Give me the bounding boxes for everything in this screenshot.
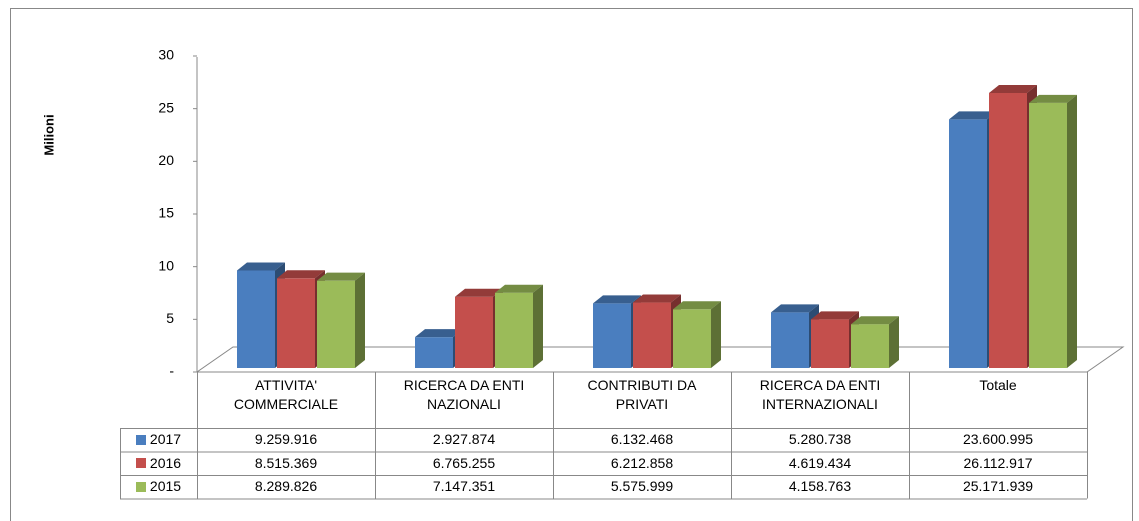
bar bbox=[237, 262, 285, 368]
legend-cell: 2015 bbox=[120, 475, 197, 499]
bar-front bbox=[851, 324, 889, 368]
bar-side bbox=[889, 316, 899, 368]
table-value: 6.212.858 bbox=[610, 454, 674, 471]
bar-side bbox=[1067, 94, 1077, 368]
bar-top bbox=[455, 288, 503, 297]
bar-front bbox=[277, 278, 315, 368]
legend-cell: 2016 bbox=[120, 452, 197, 476]
legend-swatch bbox=[135, 434, 146, 445]
bar-front bbox=[771, 312, 809, 368]
legend-swatch bbox=[135, 458, 146, 469]
bar-side bbox=[533, 284, 543, 368]
table-value: 8.289.826 bbox=[254, 478, 318, 495]
bar-top bbox=[495, 284, 543, 293]
bar-top bbox=[633, 294, 681, 303]
table-value: 6.132.468 bbox=[610, 431, 674, 448]
bar-front bbox=[317, 280, 355, 368]
bar-side bbox=[711, 301, 721, 368]
bar-front bbox=[455, 296, 493, 368]
table-value: 8.515.369 bbox=[254, 454, 318, 471]
bar-front bbox=[593, 303, 631, 368]
table-value: 23.600.995 bbox=[962, 431, 1034, 448]
y-tick-label: 10 bbox=[158, 257, 174, 273]
bar-side bbox=[355, 272, 365, 368]
legend-label: 2017 bbox=[149, 431, 182, 448]
table-value: 9.259.916 bbox=[254, 431, 318, 448]
bar-front bbox=[673, 309, 711, 368]
bar-top bbox=[593, 295, 641, 304]
bar-front bbox=[495, 292, 533, 368]
table-value: 5.280.738 bbox=[788, 431, 852, 448]
bar-front bbox=[949, 119, 987, 368]
bar-top bbox=[1029, 94, 1077, 103]
table-header: Totale bbox=[979, 377, 1017, 393]
bar bbox=[673, 301, 721, 368]
bar-top bbox=[989, 84, 1037, 93]
bar-front bbox=[811, 319, 849, 368]
bar-top bbox=[277, 270, 325, 279]
bar-top bbox=[851, 316, 899, 325]
table-value: 4.158.763 bbox=[788, 478, 852, 495]
bar-top bbox=[237, 262, 285, 271]
legend-swatch bbox=[135, 481, 146, 492]
legend-cell: 2017 bbox=[120, 428, 197, 452]
y-tick-label: 25 bbox=[158, 99, 174, 115]
table-value: 26.112.917 bbox=[963, 454, 1033, 471]
bar-front bbox=[415, 337, 453, 368]
bar bbox=[317, 272, 365, 368]
table-header: CONTRIBUTI DA PRIVATI bbox=[587, 377, 697, 412]
chart-border bbox=[10, 8, 1133, 521]
bar-top bbox=[771, 304, 819, 313]
bar-top bbox=[415, 329, 463, 338]
bar-top bbox=[673, 301, 721, 310]
table-value: 2.927.874 bbox=[432, 431, 496, 448]
table-value: 4.619.434 bbox=[788, 454, 852, 471]
y-tick-label: 20 bbox=[158, 152, 174, 168]
bar-top bbox=[949, 111, 997, 120]
bar-top bbox=[811, 311, 859, 320]
table-header: RICERCA DA ENTI NAZIONALI bbox=[403, 377, 525, 412]
table-header: ATTIVITA' COMMERCIALE bbox=[233, 377, 339, 412]
y-tick-label: 5 bbox=[166, 310, 174, 326]
table-value: 25.171.939 bbox=[962, 478, 1034, 495]
y-axis-label: Milioni bbox=[41, 114, 56, 155]
bar-front bbox=[237, 270, 275, 368]
bar-front bbox=[633, 302, 671, 368]
table-header: RICERCA DA ENTI INTERNAZIONALI bbox=[759, 377, 881, 412]
bar-front bbox=[1029, 102, 1067, 368]
table-value: 5.575.999 bbox=[610, 478, 674, 495]
table-value: 6.765.255 bbox=[432, 454, 496, 471]
bar-front bbox=[989, 92, 1027, 368]
table-value: 7.147.351 bbox=[432, 478, 496, 495]
y-tick-label: 15 bbox=[158, 205, 174, 221]
legend-label: 2016 bbox=[149, 454, 182, 471]
legend-label: 2015 bbox=[149, 478, 182, 495]
bar bbox=[1029, 94, 1077, 368]
y-tick-label: 30 bbox=[158, 47, 174, 63]
bar bbox=[495, 284, 543, 368]
bar-top bbox=[317, 272, 365, 281]
y-tick-label: - bbox=[169, 363, 174, 379]
bar bbox=[851, 316, 899, 368]
